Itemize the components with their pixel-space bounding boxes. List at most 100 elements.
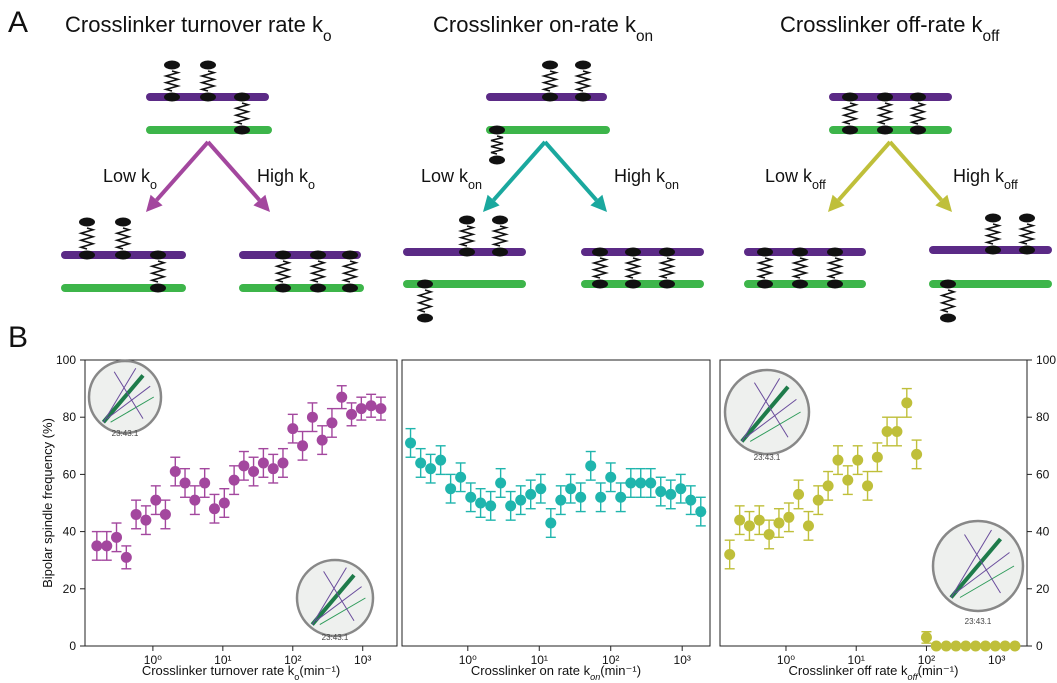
point <box>505 500 516 511</box>
x-tick-label: 10³ <box>674 653 691 667</box>
crosslinker-head <box>164 61 180 70</box>
point <box>872 452 883 463</box>
point <box>734 515 745 526</box>
point <box>980 641 991 652</box>
point <box>605 472 616 483</box>
crosslinker-head <box>757 248 773 257</box>
crosslinker-head <box>115 251 131 260</box>
point <box>842 475 853 486</box>
point <box>209 503 220 514</box>
panel-label: A <box>8 6 28 39</box>
point <box>941 641 952 652</box>
crosslinker-head <box>877 126 893 135</box>
crosslinker-head <box>164 93 180 102</box>
crosslinker-head <box>115 218 131 227</box>
point <box>931 641 942 652</box>
point <box>219 498 230 509</box>
high-label-part: High k <box>614 166 666 186</box>
point <box>445 483 456 494</box>
crosslinker-spring <box>879 103 891 124</box>
point <box>465 492 476 503</box>
point <box>535 483 546 494</box>
crosslinker-head <box>492 248 508 257</box>
diagram-title: Crosslinker on-rate kon <box>433 12 653 45</box>
point <box>882 426 893 437</box>
point <box>336 392 347 403</box>
crosslinker-head <box>792 248 808 257</box>
point <box>425 463 436 474</box>
point <box>625 477 636 488</box>
point <box>415 457 426 468</box>
crosslinker-spring <box>594 258 606 278</box>
y-tick-label: 40 <box>63 525 77 539</box>
high-label: High koff <box>953 166 1018 192</box>
point <box>131 509 142 520</box>
high-label-part: on <box>665 178 679 192</box>
point <box>287 423 298 434</box>
high-label-part: off <box>1004 178 1018 192</box>
crosslinker-head <box>592 248 608 257</box>
crosslinker-head <box>200 61 216 70</box>
x-axis-label-part: Crosslinker off rate k <box>789 663 908 678</box>
crosslinker-spring <box>117 228 129 249</box>
crosslinker-head <box>659 280 675 289</box>
crosslinker-head <box>459 248 475 257</box>
point <box>744 520 755 531</box>
diagram-title: Crosslinker off-rate koff <box>780 12 1000 45</box>
point <box>160 509 171 520</box>
point <box>455 472 466 483</box>
crosslinker-head <box>79 218 95 227</box>
x-axis-label-part: Crosslinker on rate k <box>471 663 591 678</box>
crosslinker-head <box>492 216 508 225</box>
low-label-part: Low k <box>765 166 813 186</box>
point <box>793 489 804 500</box>
crosslinker-spring <box>202 71 214 91</box>
crosslinker-spring <box>844 103 856 124</box>
panel-label: B <box>8 321 28 354</box>
point <box>1009 641 1020 652</box>
point <box>170 466 181 477</box>
inset-timestamp: 23:43.1 <box>754 453 781 462</box>
point <box>685 495 696 506</box>
y-tick-label: 100 <box>1036 353 1056 367</box>
x-axis-label-part: (min⁻¹) <box>918 663 959 678</box>
point <box>960 641 971 652</box>
crosslinker-head <box>575 61 591 70</box>
point <box>645 477 656 488</box>
crosslinker-head <box>592 280 608 289</box>
point <box>435 455 446 466</box>
crosslinker-spring <box>312 261 324 282</box>
point <box>525 489 536 500</box>
point <box>375 403 386 414</box>
point <box>307 412 318 423</box>
point <box>783 512 794 523</box>
crosslinker-spring <box>461 226 473 246</box>
crosslinker-spring <box>344 261 356 282</box>
point <box>555 495 566 506</box>
y-tick-label: 0 <box>69 639 76 653</box>
crosslinker-spring <box>829 258 841 278</box>
crosslinker-head <box>827 248 843 257</box>
point <box>180 477 191 488</box>
point <box>724 549 735 560</box>
crosslinker-spring <box>236 103 248 124</box>
crosslinker-head <box>489 156 505 165</box>
y-tick-label: 20 <box>1036 582 1050 596</box>
crosslinker-head <box>877 93 893 102</box>
arrow <box>157 142 208 200</box>
low-label: Low ko <box>103 166 157 192</box>
crosslinker-head <box>417 280 433 289</box>
y-axis-label: Bipolar spindle frequency (%) <box>40 418 55 588</box>
crosslinker-head <box>842 93 858 102</box>
crosslinker-head <box>342 251 358 260</box>
low-label: Low koff <box>765 166 826 192</box>
y-tick-label: 100 <box>56 353 76 367</box>
inset-timestamp: 23:43.1 <box>322 633 349 642</box>
crosslinker-head <box>985 246 1001 255</box>
crosslinker-head <box>150 284 166 293</box>
point <box>258 457 269 468</box>
point <box>140 515 151 526</box>
point <box>1000 641 1011 652</box>
point <box>150 495 161 506</box>
crosslinker-head <box>842 126 858 135</box>
